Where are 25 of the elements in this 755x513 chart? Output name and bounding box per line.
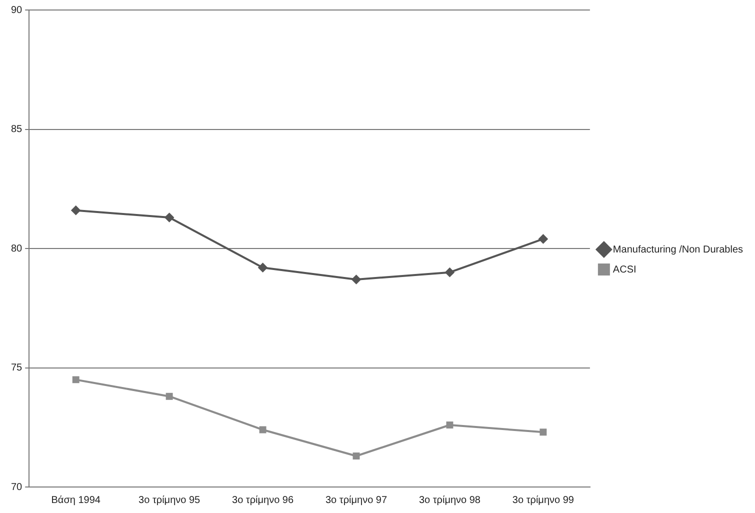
point [446,422,454,428]
point [538,234,548,244]
x-tick-label: 3ο τρίμηνο 99 [512,494,574,506]
point [166,392,173,400]
y-tick-label: 70 [11,482,23,493]
y-tick-label: 80 [11,243,23,254]
x-tick-label: 3ο τρίμηνο 96 [232,494,294,506]
point [259,426,266,434]
y-tick-label: 85 [11,124,23,135]
point [352,452,360,460]
point [258,263,268,272]
point [71,206,80,215]
point [72,376,80,384]
legend-label: ACSI [612,264,636,276]
x-tick-label: 3ο τρίμηνο 95 [138,494,201,506]
x-tick-label: 3ο τρίμηνο 98 [418,494,481,506]
y-tick-label: 75 [11,362,23,374]
x-tick-label: 3ο τρίμηνο 97 [325,494,388,506]
point [445,268,454,277]
y-tick-label: 90 [11,4,23,16]
x-tick-label: Βάση 1994 [51,494,101,506]
point [164,212,174,222]
point [352,275,361,284]
legend-label: Manufacturing /Non Durables [612,244,744,256]
point [540,428,547,436]
